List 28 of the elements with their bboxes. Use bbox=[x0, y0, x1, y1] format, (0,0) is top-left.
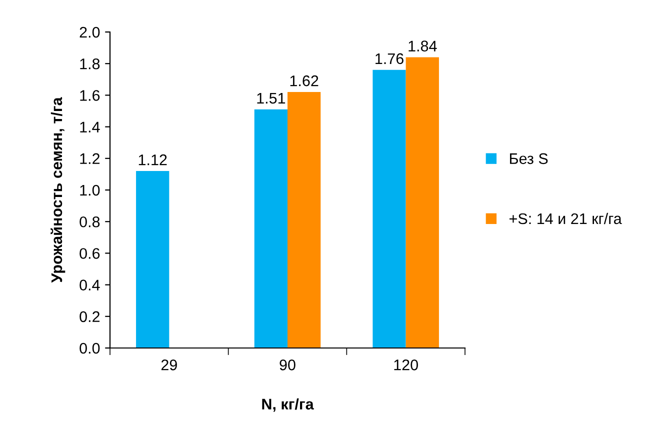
y-tick-label: 0.4 bbox=[80, 280, 100, 290]
y-tick-label: 1.0 bbox=[80, 184, 100, 196]
x-axis-title: N, кг/га bbox=[262, 398, 314, 412]
x-tick-label: 90 bbox=[280, 360, 296, 370]
bar bbox=[372, 70, 406, 348]
data-label: 1.62 bbox=[290, 75, 318, 86]
x-tick-label: 120 bbox=[394, 360, 418, 370]
legend-label: +S: 14 и 21 кг/га bbox=[510, 212, 622, 224]
y-tick-label: 1.4 bbox=[80, 122, 100, 132]
y-tick-label: 0.6 bbox=[80, 248, 100, 259]
y-tick-label: 1.2 bbox=[80, 153, 100, 164]
y-tick-label: 0.0 bbox=[80, 342, 100, 354]
data-label: 1.12 bbox=[138, 154, 167, 166]
data-label: 1.51 bbox=[257, 92, 286, 104]
data-label: 1.84 bbox=[408, 40, 437, 52]
y-tick-label: 2.0 bbox=[80, 26, 100, 38]
legend-label: Без S bbox=[510, 153, 548, 164]
bar bbox=[288, 92, 321, 348]
bar bbox=[406, 57, 439, 348]
y-tick-label: 0.8 bbox=[80, 216, 100, 228]
data-label: 1.76 bbox=[376, 53, 404, 64]
bar bbox=[254, 109, 288, 348]
y-tick-label: 1.8 bbox=[80, 58, 100, 70]
y-tick-label: 0.2 bbox=[80, 311, 100, 322]
x-tick-label: 29 bbox=[161, 360, 177, 370]
y-axis-title: Урожайность семян, т/га bbox=[50, 97, 66, 283]
bar bbox=[136, 171, 170, 348]
y-tick-label: 1.6 bbox=[80, 90, 100, 101]
